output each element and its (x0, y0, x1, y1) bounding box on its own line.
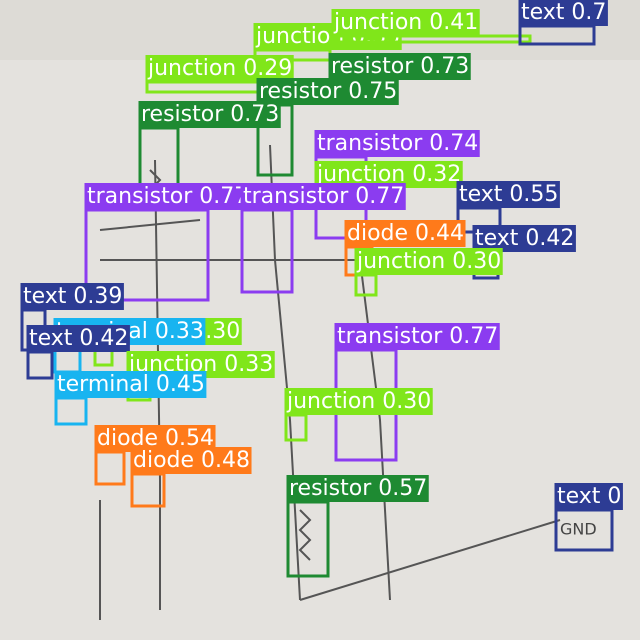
label-background (518, 0, 608, 26)
label-background (256, 78, 399, 105)
detection-label: resistor 0.73 (141, 102, 279, 127)
detection-label: transistor 0.74 (317, 131, 478, 156)
detection-label: diode 0.44 (347, 221, 464, 246)
label-background (472, 225, 576, 252)
label-background (26, 325, 130, 352)
label-background (328, 53, 471, 80)
detection-label: junction 0.29 (147, 56, 292, 81)
label-background (20, 283, 124, 310)
detection-label: transistor 0.77 (87, 184, 248, 209)
detection-label: text 0 (557, 484, 621, 509)
detection-label: diode 0.54 (97, 426, 214, 451)
detection-label: text 0.42 (475, 226, 574, 251)
detection-label: transistor 0.77 (243, 184, 404, 209)
label-background (344, 220, 466, 247)
label-background (145, 55, 294, 82)
label-background (84, 183, 250, 210)
label-background (354, 248, 503, 275)
label-background (54, 371, 207, 398)
detection-label: text 0.7 (521, 0, 606, 25)
detection-label: junction 0.32 (316, 162, 461, 187)
detection-label: resistor 0.57 (289, 476, 427, 501)
detection-label: transistor 0.77 (337, 324, 498, 349)
detection-label: junction 0.30 (356, 249, 501, 274)
detection-label: terminal 0.45 (57, 372, 205, 397)
detection-label: diode 0.48 (133, 448, 250, 473)
label-background (284, 388, 433, 415)
label-background (334, 323, 500, 350)
detection-label: text 0.55 (459, 182, 558, 207)
label-background (286, 475, 429, 502)
label-background (130, 447, 252, 474)
detection-label: resistor 0.73 (331, 54, 469, 79)
label-background (554, 483, 623, 510)
label-background (314, 130, 480, 157)
paper-note: GND (560, 520, 597, 539)
detection-label: junction 0.30 (286, 389, 431, 414)
label-background (138, 101, 281, 128)
detection-label: text 0.39 (23, 284, 122, 309)
label-background (331, 9, 480, 36)
detection-label: junction 0.41 (333, 10, 478, 35)
detection-label: text 0.42 (29, 326, 128, 351)
label-background (456, 181, 560, 208)
detection-label: resistor 0.75 (259, 79, 397, 104)
label-background (240, 183, 406, 210)
